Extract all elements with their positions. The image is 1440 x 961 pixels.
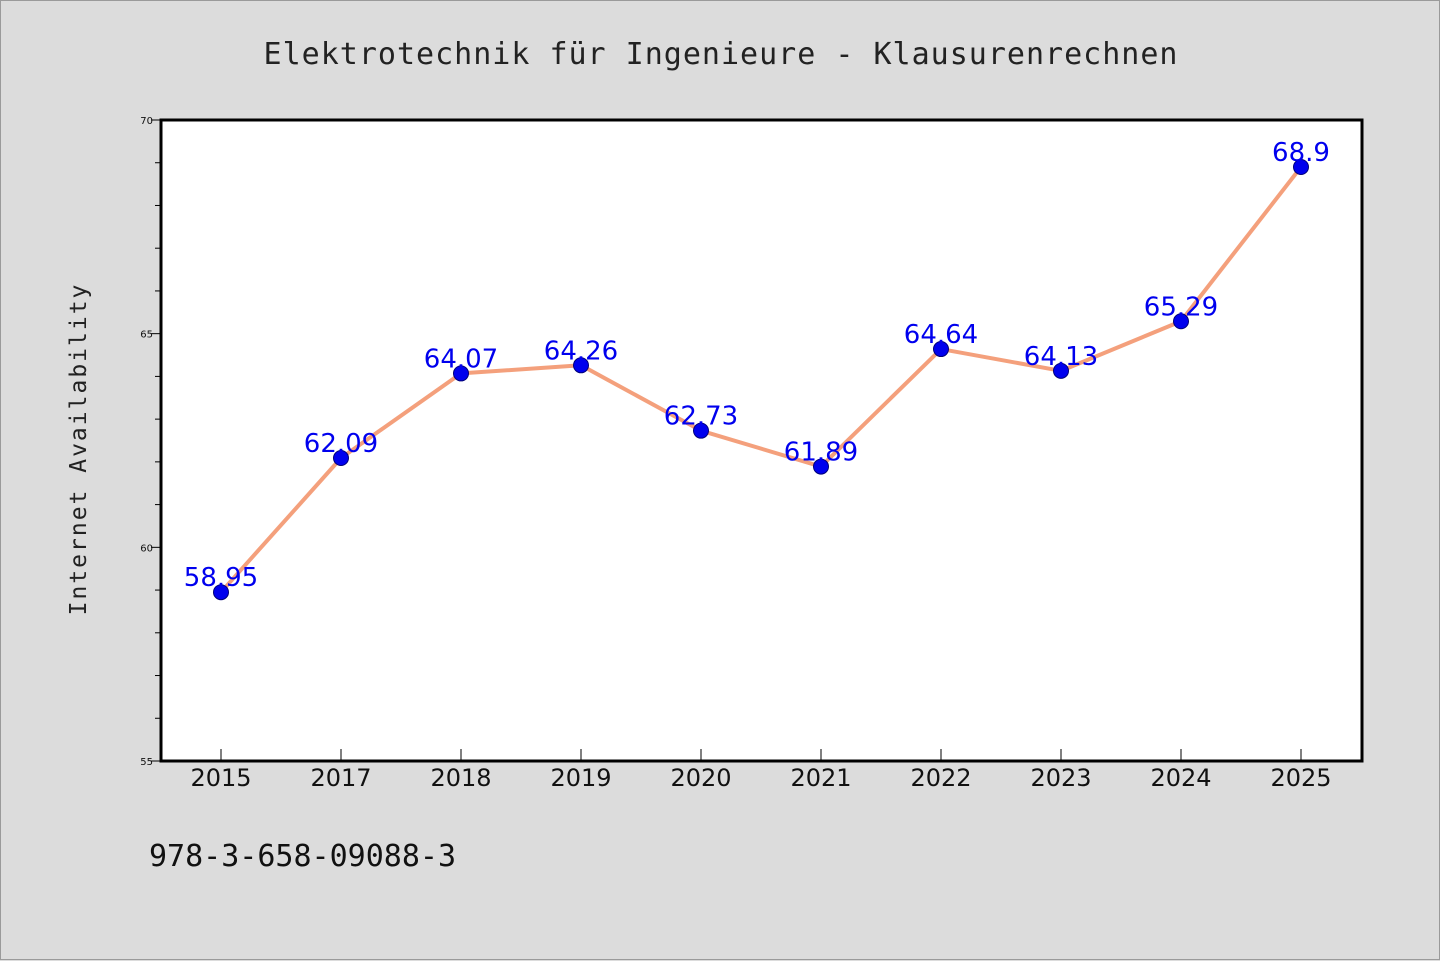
data-markers (213, 159, 1309, 601)
data-label: 64.07 (424, 344, 498, 374)
data-label: 64.26 (544, 336, 618, 366)
x-tick-label: 2022 (910, 764, 971, 792)
data-point (693, 422, 709, 439)
data-label: 65.29 (1144, 292, 1218, 322)
data-point (573, 357, 589, 374)
data-point (1053, 362, 1069, 379)
data-point (813, 458, 829, 475)
data-point (933, 341, 949, 358)
data-label: 64.64 (904, 320, 978, 350)
data-labels: 58.95 62.09 64.07 64.26 62.73 61.89 64.64 64.13… (184, 138, 1330, 593)
data-label: 58.95 (184, 563, 258, 593)
x-tick-label: 2025 (1270, 764, 1331, 792)
data-label: 61.89 (784, 438, 858, 468)
series-line-group (219, 165, 1303, 594)
data-point (333, 450, 349, 467)
y-tick-label: 65 (140, 330, 153, 341)
x-axis: 2015 2017 2018 2019 2020 2021 2022 2023 2024 2025 (190, 749, 1332, 792)
y-tick-label: 70 (140, 116, 153, 127)
x-tick-label: 2021 (790, 764, 851, 792)
series-line (219, 165, 1303, 594)
isbn-footer: 978-3-658-09088-3 (149, 839, 456, 874)
y-axis-label: Internet Availability (66, 283, 92, 616)
x-tick-label: 2019 (550, 764, 611, 792)
x-tick-label: 2015 (190, 764, 251, 792)
data-point (453, 365, 469, 382)
data-point (1293, 159, 1309, 176)
data-label: 64.13 (1024, 342, 1098, 372)
data-point (213, 584, 229, 601)
x-tick-label: 2017 (310, 764, 371, 792)
x-tick-label: 2023 (1030, 764, 1091, 792)
data-label: 62.09 (304, 429, 378, 459)
x-tick-label: 2020 (670, 764, 731, 792)
y-tick-label: 60 (140, 543, 153, 554)
x-tick-label: 2018 (430, 764, 491, 792)
y-tick-label: 55 (140, 757, 153, 768)
x-tick-label: 2024 (1150, 764, 1211, 792)
chart-title: Elektrotechnik für Ingenieure - Klausure… (264, 37, 1179, 72)
data-label: 62.73 (664, 402, 738, 432)
data-point (1173, 313, 1189, 330)
y-axis: 55 60 65 70 (140, 116, 161, 768)
plot-area (159, 118, 1364, 763)
data-label: 68.9 (1272, 138, 1330, 168)
